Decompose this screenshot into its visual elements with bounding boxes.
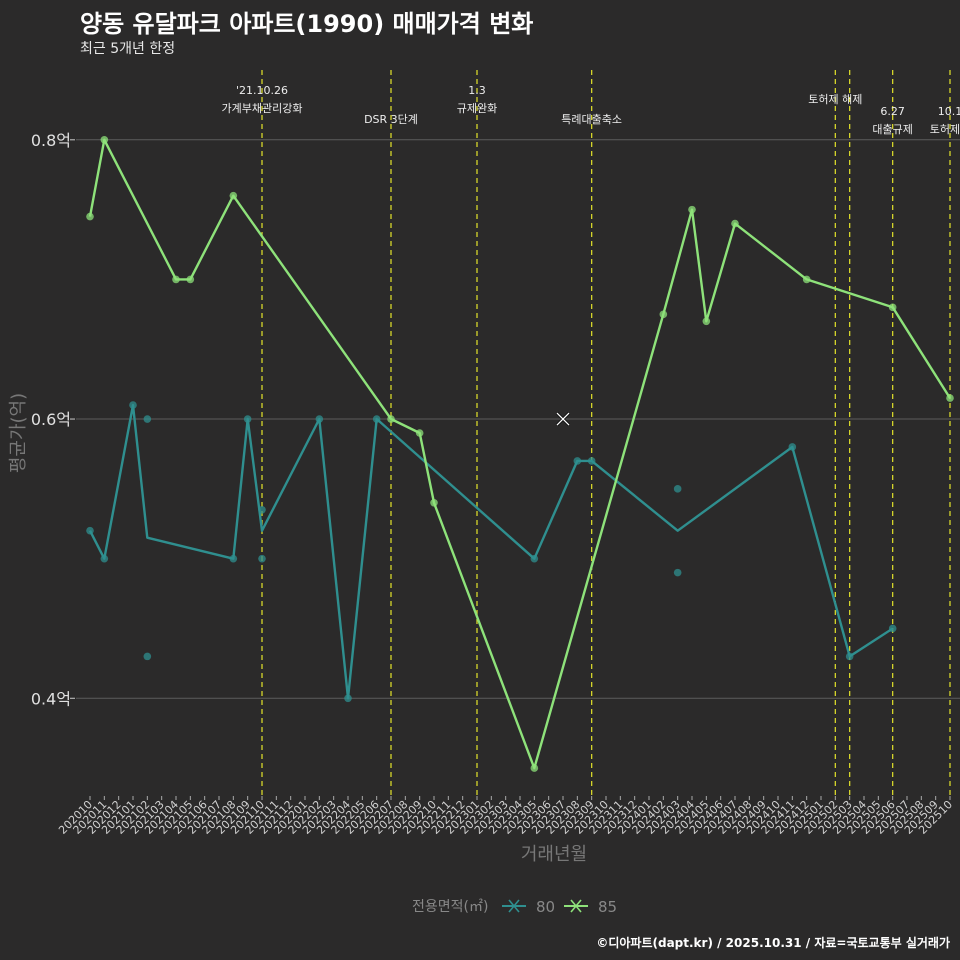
- series-80: [86, 401, 897, 703]
- series-85-point: [100, 136, 109, 144]
- series-80-point: [229, 554, 238, 563]
- series-85-point: [731, 219, 739, 228]
- legend-label-85: 85: [598, 898, 617, 916]
- series-80-point: [888, 624, 897, 633]
- series-80-point: [372, 415, 381, 423]
- chart-title: 양동 유달파크 아파트(1990) 매매가격 변화: [80, 10, 534, 38]
- series-85-line: [88, 138, 952, 770]
- series-80-point: [673, 485, 682, 493]
- legend-key-cross: [508, 899, 520, 913]
- series-80-point: [129, 401, 137, 409]
- cross-marker: [555, 411, 571, 427]
- series-80-point: [788, 443, 797, 451]
- event-label: 규제완화: [457, 102, 497, 115]
- event-label: 1.3: [468, 84, 486, 97]
- legend-label-80: 80: [536, 898, 555, 916]
- legend-key-cross: [570, 899, 582, 913]
- series-85-point: [172, 275, 180, 284]
- series-80-point: [100, 554, 109, 563]
- event-label: 가계부채관리강화: [222, 102, 303, 115]
- series-85-point: [688, 205, 696, 214]
- series-80-point: [315, 415, 324, 423]
- source-caption: ©디아파트(dapt.kr) / 2025.10.31 / 자료=국토교통부 실…: [596, 936, 950, 950]
- series-85-point: [946, 394, 954, 402]
- event-label: 10.1: [938, 105, 960, 118]
- x-axis-label: 거래년월: [521, 844, 587, 865]
- series-80-point: [344, 694, 352, 703]
- series-85-point: [802, 275, 811, 284]
- series-80-point: [530, 554, 539, 563]
- series-85: [86, 136, 954, 772]
- event-label: 토허제재: [930, 123, 960, 136]
- series-80-point: [86, 526, 94, 535]
- legend: 전용면적(㎡) 80 85: [412, 898, 617, 916]
- y-tick-label: 0.4억: [31, 689, 71, 708]
- series-85-point: [387, 415, 395, 423]
- y-axis-label: 평균가(억): [8, 393, 29, 473]
- series-80-point: [258, 554, 266, 563]
- legend-title: 전용면적(㎡): [412, 899, 488, 915]
- series-80-point: [673, 568, 682, 577]
- series-80-point: [587, 457, 596, 465]
- series-80-point: [143, 415, 152, 423]
- series-85-point: [186, 275, 195, 284]
- event-label: 대출규제: [872, 123, 912, 136]
- series-85-point: [888, 303, 897, 312]
- event-label: 6.27: [880, 105, 905, 118]
- series-80-point: [845, 652, 854, 661]
- series-80-point: [143, 652, 152, 661]
- event-label: DSR 3단계: [364, 113, 418, 126]
- event-label: 특례대출축소: [561, 113, 622, 126]
- series-80-point: [243, 415, 252, 423]
- y-tick-label: 0.6억: [31, 410, 71, 429]
- series-85-point: [86, 212, 94, 221]
- event-label: 토허제 해제: [808, 92, 862, 106]
- chart-subtitle: 최근 5개년 한정: [80, 41, 176, 57]
- event-label: '21.10.26: [236, 84, 288, 97]
- series-80-point: [258, 505, 266, 514]
- series-85-point: [659, 310, 668, 319]
- y-tick-label: 0.8억: [31, 131, 71, 150]
- series-85-point: [415, 429, 424, 437]
- series-85-point: [530, 764, 539, 772]
- series-80-point: [573, 457, 582, 465]
- series-85-point: [430, 499, 438, 507]
- series-85-point: [702, 317, 711, 326]
- series-85-point: [229, 191, 238, 200]
- cross-marker-stroke: [556, 412, 570, 426]
